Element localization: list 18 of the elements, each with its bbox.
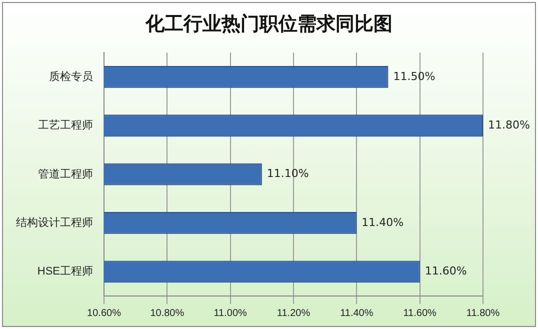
y-tick-label: HSE工程师 <box>37 266 93 278</box>
x-tick-label: 11.40% <box>340 308 374 319</box>
data-label: 11.80% <box>488 118 530 132</box>
data-label: 11.50% <box>393 70 436 83</box>
data-label: 11.40% <box>362 216 404 229</box>
data-label: 11.10% <box>266 167 309 180</box>
x-tick-label: 11.60% <box>403 308 437 319</box>
y-tick-label: 工艺工程师 <box>38 118 93 132</box>
y-tick-label: 结构设计工程师 <box>16 216 93 230</box>
chart-title: 化工行业热门职位需求同比图 <box>144 12 394 37</box>
x-tick-label: 11.80% <box>466 308 500 319</box>
x-tick-label: 10.80% <box>150 308 184 319</box>
x-tick-label: 11.20% <box>276 308 310 319</box>
x-tick-label: 10.60% <box>87 308 122 319</box>
data-label: 11.60% <box>424 264 467 278</box>
y-tick-label: 管道工程师 <box>38 168 93 180</box>
x-tick-label: 11.00% <box>214 308 248 319</box>
y-tick-label: 质检专员 <box>49 70 93 83</box>
